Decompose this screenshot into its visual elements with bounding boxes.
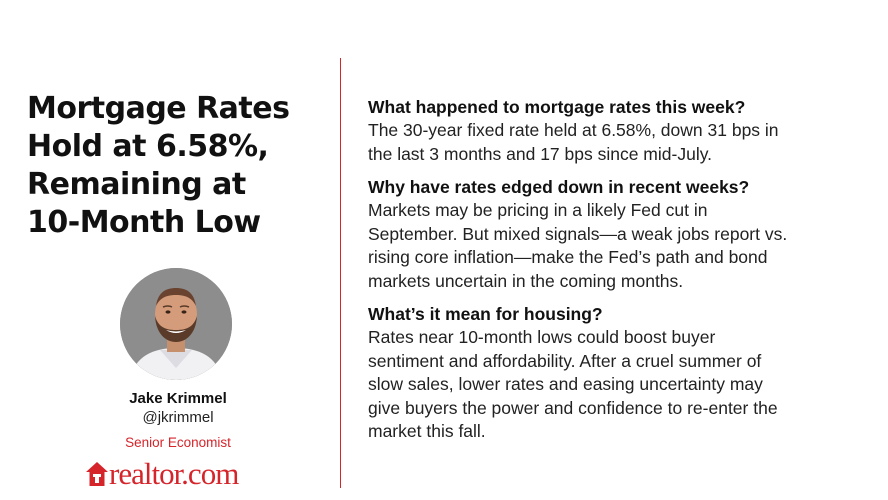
title-line: Hold at 6.58%, xyxy=(27,129,269,164)
house-icon xyxy=(86,462,108,486)
answer-line: September. But mixed signals—a weak jobs… xyxy=(368,223,788,244)
answer-line: slow sales, lower rates and easing uncer… xyxy=(368,374,763,394)
page-title: Mortgage Rates Hold at 6.58%, Remaining … xyxy=(27,90,327,242)
answer-line: market this fall. xyxy=(368,421,486,441)
qa-item: What’s it mean for housing? Rates near 1… xyxy=(368,303,858,444)
author-handle: @jkrimmel xyxy=(142,409,214,426)
person-avatar xyxy=(120,268,232,380)
question: Why have rates edged down in recent week… xyxy=(368,177,750,197)
question: What’s it mean for housing? xyxy=(368,304,603,324)
question: What happened to mortgage rates this wee… xyxy=(368,97,746,117)
answer: Markets may be pricing in a likely Fed c… xyxy=(368,199,858,293)
avatar xyxy=(120,268,232,380)
title-line: Remaining at xyxy=(27,167,246,202)
vertical-divider xyxy=(340,58,341,488)
answer-line: sentiment and affordability. After a cru… xyxy=(368,350,762,371)
answer: The 30-year fixed rate held at 6.58%, do… xyxy=(368,119,858,166)
answer-line: Markets may be pricing in a likely Fed c… xyxy=(368,200,708,220)
answer-line: rising core inflation—make the Fed’s pat… xyxy=(368,247,768,267)
author-role: Senior Economist xyxy=(125,435,231,450)
logo-text: realtor.com xyxy=(109,456,239,491)
title-line: 10-Month Low xyxy=(27,205,261,240)
realtor-logo: realtor.com xyxy=(85,456,239,491)
answer-line: The 30-year fixed rate held at 6.58%, do… xyxy=(368,120,779,140)
answer-line: markets uncertain in the coming months. xyxy=(368,270,684,291)
author-name: Jake Krimmel xyxy=(129,390,227,407)
answer-line: give buyers the power and confidence to … xyxy=(368,397,778,418)
answer: Rates near 10-month lows could boost buy… xyxy=(368,326,858,444)
qa-list: What happened to mortgage rates this wee… xyxy=(368,96,858,454)
title-line: Mortgage Rates xyxy=(27,91,290,126)
qa-item: Why have rates edged down in recent week… xyxy=(368,176,858,293)
answer-line: the last 3 months and 17 bps since mid-J… xyxy=(368,143,713,164)
answer-line: Rates near 10-month lows could boost buy… xyxy=(368,327,716,347)
qa-item: What happened to mortgage rates this wee… xyxy=(368,96,858,166)
